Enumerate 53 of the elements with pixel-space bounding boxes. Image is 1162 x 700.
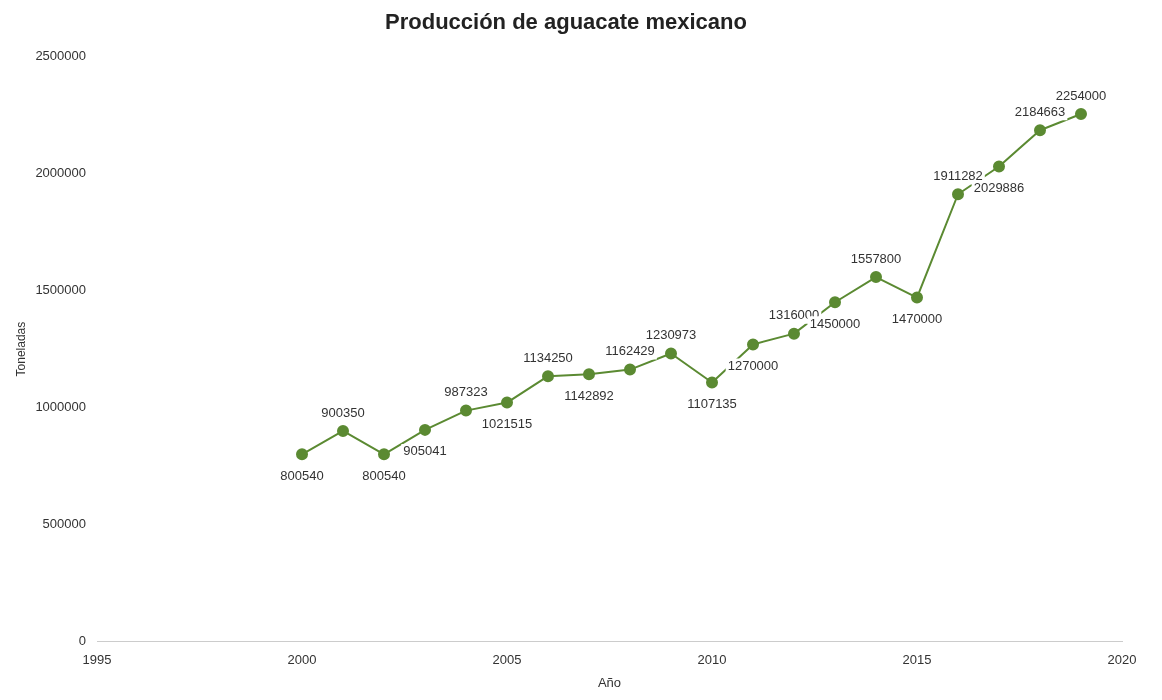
y-axis-title: Toneladas [13,321,28,377]
x-axis-title: Año [597,674,622,690]
data-label: 2184663 [1014,103,1066,119]
data-label: 1557800 [850,250,902,266]
point [501,396,514,409]
data-label: 2254000 [1055,87,1107,103]
data-label: 1162429 [605,343,655,359]
data-label: 987323 [444,384,488,400]
x-tick-label: 2000 [287,652,317,668]
point [747,338,759,351]
data-label: 1107135 [687,396,737,412]
point [460,404,473,417]
point [870,271,882,284]
data-label: 1021515 [481,416,533,432]
point [378,448,391,461]
point [583,368,596,381]
point [337,424,350,437]
x-tick-label: 2010 [697,652,727,668]
y-tick-label: 1500000 [35,282,87,298]
point [911,291,923,304]
y-tick-label: 1000000 [35,399,87,415]
data-label: 1470000 [891,311,943,327]
y-tick-label: 500000 [42,516,87,532]
data-label: 1134250 [523,349,573,365]
point [829,296,841,309]
data-label: 1230973 [645,327,697,343]
data-label: 800540 [280,467,324,483]
x-tick-label: 2015 [902,652,932,668]
y-tick-label: 0 [78,633,87,649]
data-label: 1270000 [727,357,779,373]
point [706,376,718,389]
point [419,423,432,436]
point [993,160,1005,173]
point [1075,108,1087,120]
y-tick-label: 2000000 [35,165,87,181]
chart-title: Producción de aguacate mexicano [385,9,747,35]
point [1034,124,1046,137]
point [788,327,800,340]
data-label: 2029886 [973,180,1025,196]
x-tick-label: 2020 [1107,652,1137,668]
point [542,370,555,383]
data-label: 800540 [362,467,406,483]
x-tick-label: 1995 [82,652,112,668]
data-label: 1142892 [564,387,614,403]
data-label: 905041 [403,443,447,459]
point [665,347,677,360]
data-label: 1911282 [933,167,983,183]
y-tick-label: 2500000 [35,47,87,63]
point [624,363,637,376]
data-label: 900350 [321,404,365,420]
point [952,188,964,201]
x-tick-label: 2005 [492,652,522,668]
point [296,448,309,461]
